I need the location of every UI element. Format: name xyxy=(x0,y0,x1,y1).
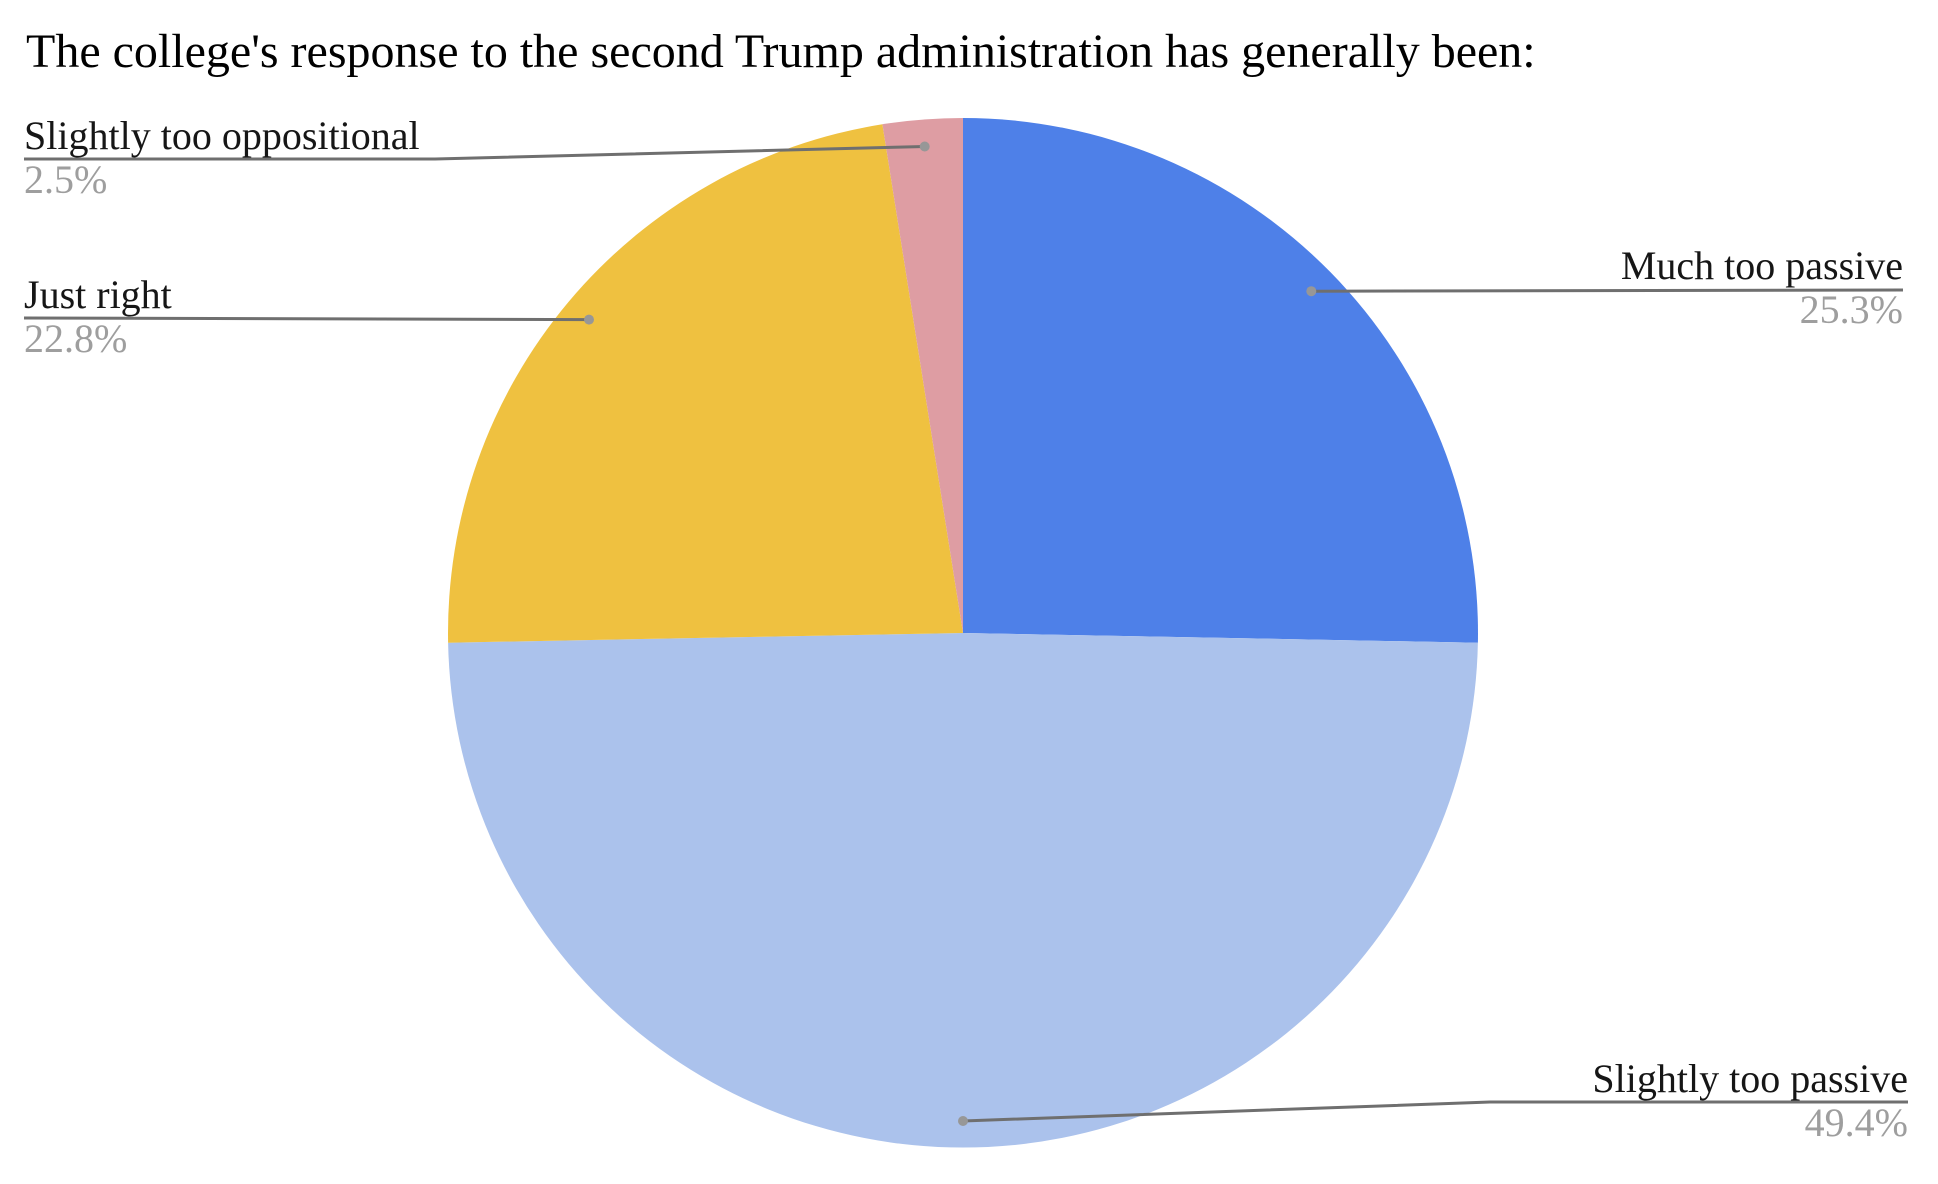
pie-slice-just-right[interactable] xyxy=(448,124,963,643)
leader-lines xyxy=(23,141,1908,1126)
leader-line-slightly-too-passive xyxy=(962,1100,1908,1123)
slice-label: Slightly too oppositional xyxy=(24,113,420,158)
slice-percent: 49.4% xyxy=(1804,1100,1908,1145)
leader-dot-much-too-passive xyxy=(1306,286,1317,297)
leader-line-much-too-passive xyxy=(1311,288,1904,293)
chart-title: The college's response to the second Tru… xyxy=(26,25,1536,78)
slice-percent: 22.8% xyxy=(24,316,128,361)
callout-slightly-too-passive: Slightly too passive 49.4% xyxy=(1592,1056,1908,1146)
pie-slice-slightly-too-passive[interactable] xyxy=(448,633,1478,1148)
slice-label: Much too passive xyxy=(1620,243,1903,288)
callout-much-too-passive: Much too passive 25.3% xyxy=(1621,243,1903,333)
pie-slices xyxy=(448,117,1478,1148)
leader-line-slightly-too-oppositional xyxy=(24,145,925,161)
callout-just-right: Just right 22.8% xyxy=(24,272,172,362)
callout-slightly-too-oppositional: Slightly too oppositional 2.5% xyxy=(24,113,420,203)
leader-line-just-right xyxy=(23,316,590,322)
pie-slice-slightly-too-oppositional[interactable] xyxy=(882,117,963,633)
slice-percent: 25.3% xyxy=(1799,287,1903,332)
slice-label: Slightly too passive xyxy=(1592,1056,1908,1101)
leader-dot-just-right xyxy=(584,314,594,325)
leader-dot-slightly-too-passive xyxy=(958,1116,968,1126)
leader-dot-slightly-too-oppositional xyxy=(919,141,930,152)
pie-slice-much-too-passive[interactable] xyxy=(963,118,1478,643)
slice-label: Just right xyxy=(24,272,172,317)
slice-percent: 2.5% xyxy=(24,157,108,202)
